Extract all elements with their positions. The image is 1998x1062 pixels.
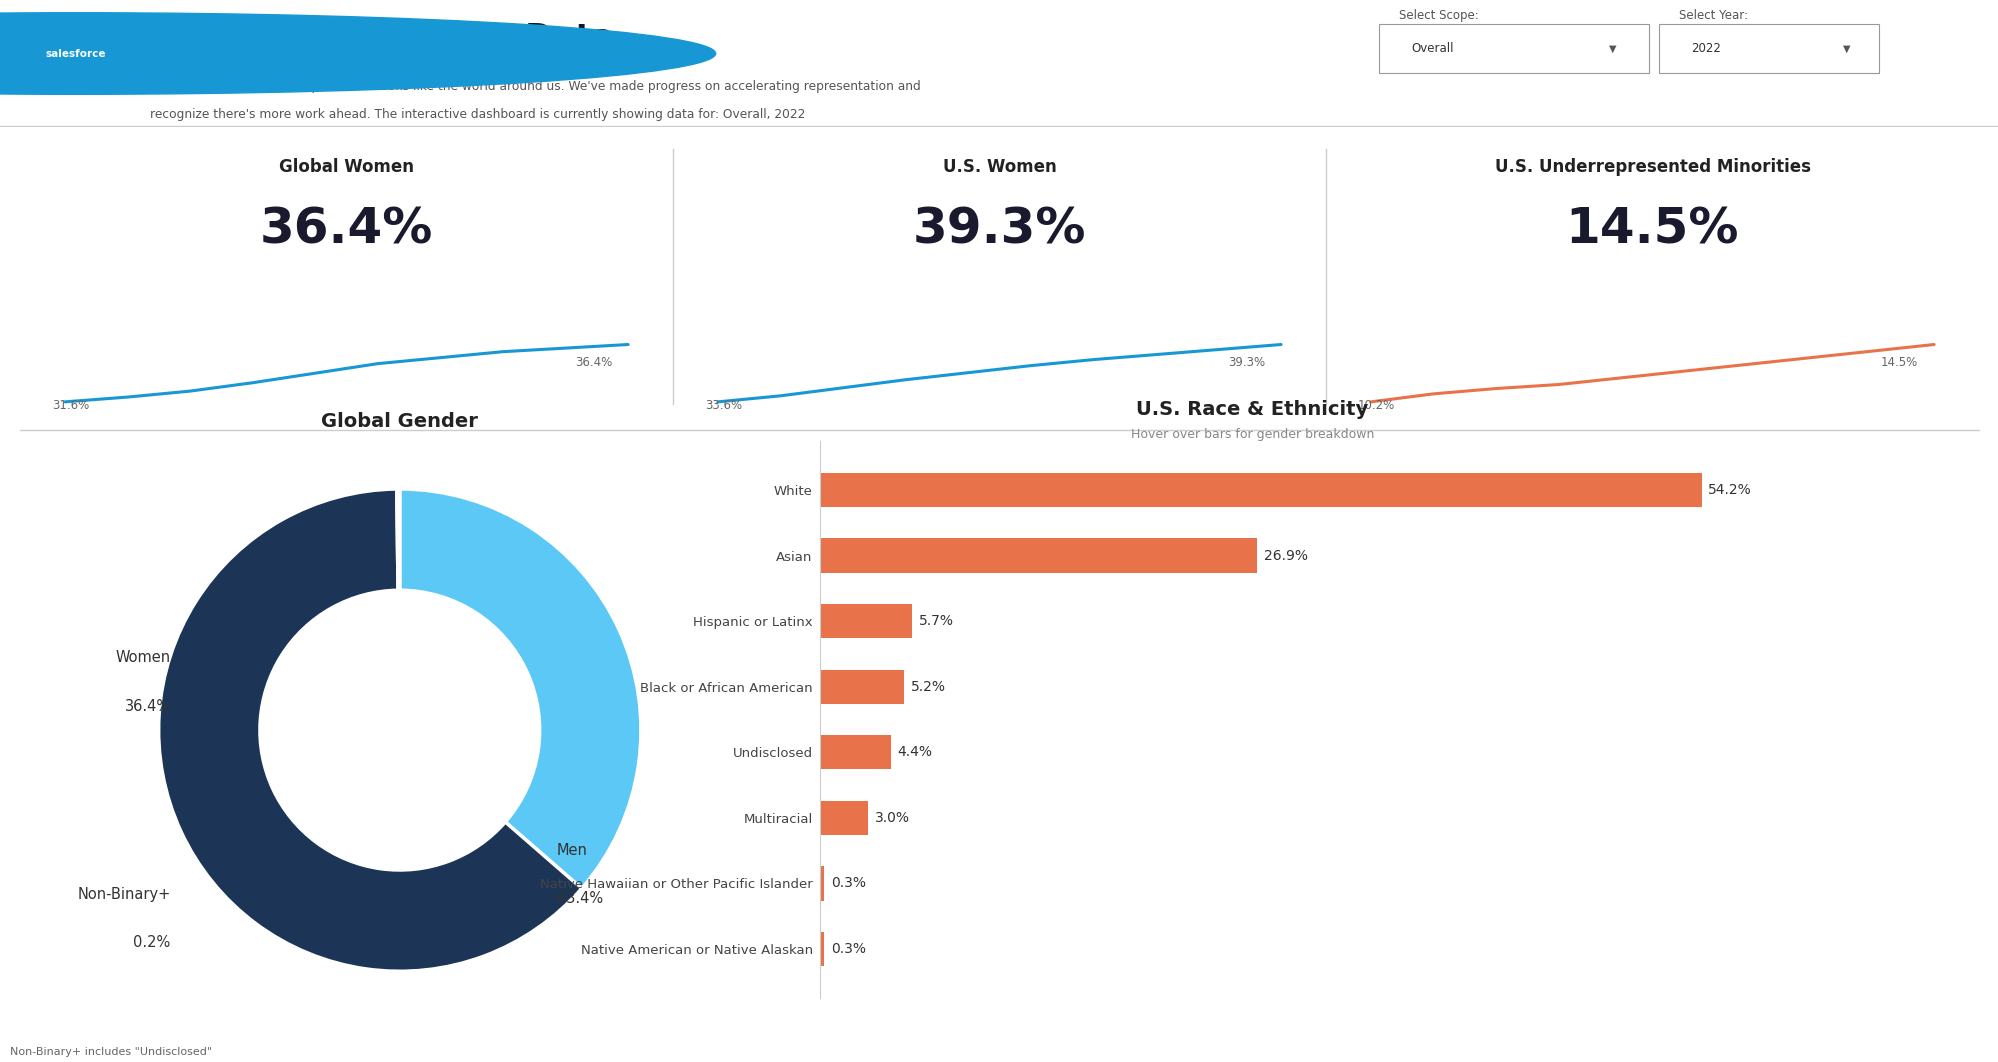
- Wedge shape: [158, 489, 581, 972]
- Text: 2022: 2022: [1690, 41, 1720, 55]
- Text: Overall: Overall: [1411, 41, 1453, 55]
- Text: 4.4%: 4.4%: [897, 746, 933, 759]
- Text: 5.7%: 5.7%: [919, 614, 953, 628]
- Text: Our Latest Equality Data: Our Latest Equality Data: [150, 21, 613, 55]
- Text: 0.3%: 0.3%: [831, 876, 865, 891]
- Bar: [819, 932, 823, 966]
- Text: U.S. Race & Ethnicity: U.S. Race & Ethnicity: [1137, 400, 1369, 419]
- Text: U.S. Women: U.S. Women: [943, 158, 1055, 176]
- Text: Men: Men: [555, 843, 587, 858]
- Text: 5.2%: 5.2%: [911, 680, 945, 693]
- Bar: [819, 670, 903, 704]
- Wedge shape: [400, 489, 641, 889]
- Text: 0.2%: 0.2%: [134, 935, 170, 949]
- Text: We strive to create a workplace that looks like the world around us. We've made : We strive to create a workplace that loo…: [150, 80, 921, 93]
- Text: Select Year:: Select Year:: [1678, 8, 1748, 22]
- Circle shape: [0, 13, 715, 95]
- Text: Women: Women: [116, 650, 170, 665]
- FancyBboxPatch shape: [1379, 24, 1648, 72]
- Text: 36.4%: 36.4%: [260, 206, 434, 254]
- Text: 0.3%: 0.3%: [831, 942, 865, 956]
- Wedge shape: [396, 489, 400, 590]
- Text: ▼: ▼: [1842, 44, 1850, 53]
- Bar: [819, 867, 823, 901]
- Text: 54.2%: 54.2%: [1708, 483, 1750, 497]
- Text: U.S. Underrepresented Minorities: U.S. Underrepresented Minorities: [1495, 158, 1810, 176]
- Bar: [819, 538, 1257, 572]
- Text: Global Women: Global Women: [280, 158, 414, 176]
- Text: 26.9%: 26.9%: [1263, 548, 1307, 563]
- Text: recognize there's more work ahead. The interactive dashboard is currently showin: recognize there's more work ahead. The i…: [150, 108, 805, 121]
- Bar: [819, 801, 867, 835]
- FancyBboxPatch shape: [1658, 24, 1878, 72]
- Text: 63.4%: 63.4%: [555, 891, 601, 907]
- Bar: [819, 604, 911, 638]
- Title: Global Gender: Global Gender: [322, 412, 478, 431]
- Bar: [819, 473, 1700, 507]
- Text: Non-Binary+: Non-Binary+: [78, 887, 170, 902]
- Text: salesforce: salesforce: [46, 49, 106, 58]
- Bar: [819, 735, 891, 769]
- Text: 39.3%: 39.3%: [913, 206, 1085, 254]
- Text: 14.5%: 14.5%: [1564, 206, 1738, 254]
- Text: ▼: ▼: [1608, 44, 1616, 53]
- Text: 36.4%: 36.4%: [124, 699, 170, 714]
- Text: Non-Binary+ includes "Undisclosed": Non-Binary+ includes "Undisclosed": [10, 1047, 212, 1057]
- Text: Select Scope:: Select Scope:: [1399, 8, 1479, 22]
- Text: Hover over bars for gender breakdown: Hover over bars for gender breakdown: [1131, 428, 1373, 441]
- Text: 3.0%: 3.0%: [875, 811, 909, 825]
